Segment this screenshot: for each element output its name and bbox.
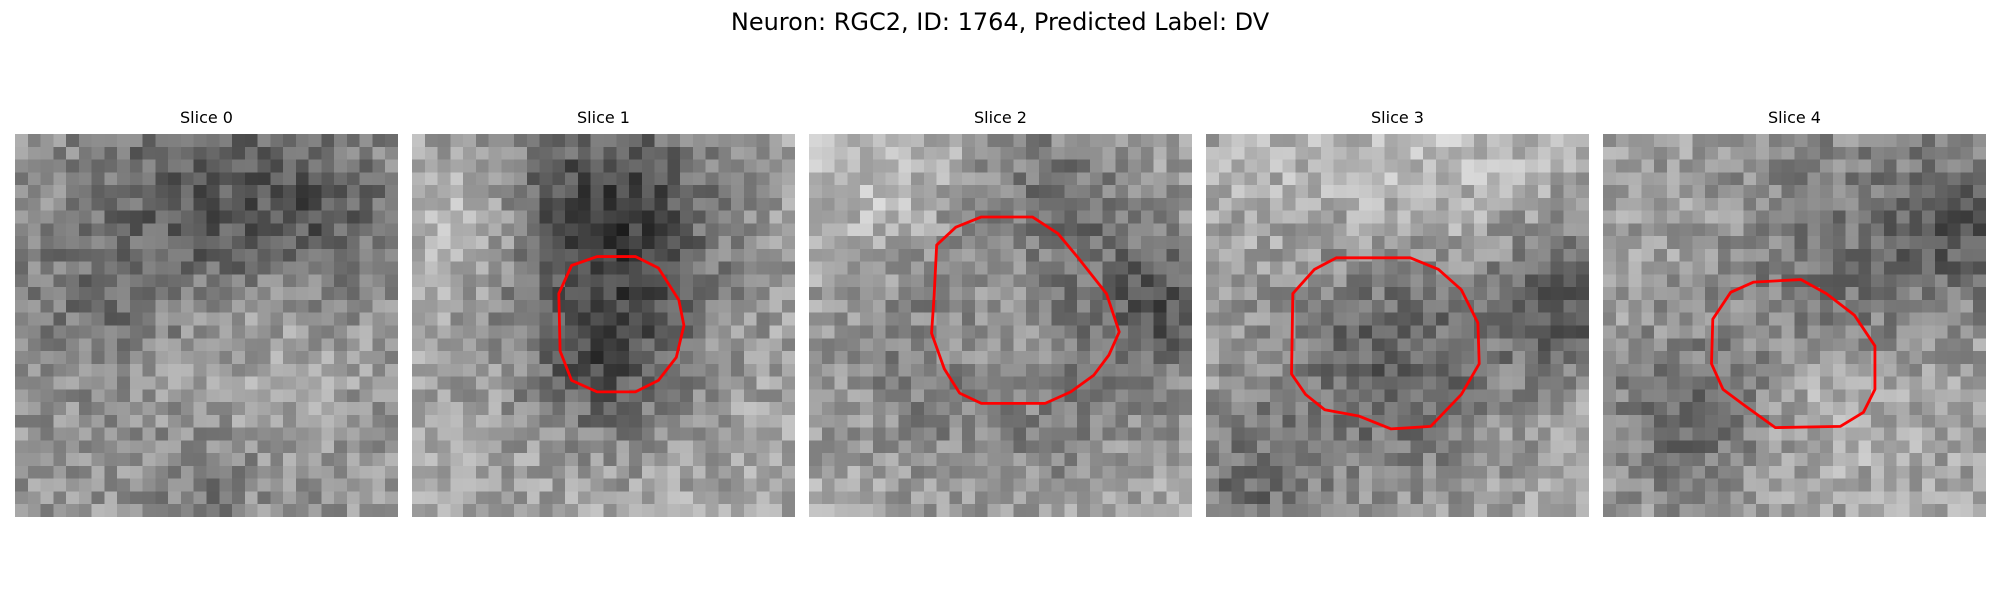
- roi-contour-4: [1710, 278, 1877, 430]
- slice-image-1: [412, 134, 795, 517]
- slice-title-3: Slice 3: [1371, 108, 1424, 127]
- figure-title: Neuron: RGC2, ID: 1764, Predicted Label:…: [730, 8, 1270, 36]
- roi-contour-2: [930, 215, 1121, 405]
- slice-panel-4: Slice 4: [1603, 108, 1986, 517]
- slice-title-1: Slice 1: [577, 108, 630, 127]
- roi-contour-1: [557, 255, 686, 394]
- slice-title-0: Slice 0: [180, 108, 233, 127]
- slice-panel-3: Slice 3: [1206, 108, 1589, 517]
- slice-image-2: [809, 134, 1192, 517]
- slice-image-4: [1603, 134, 1986, 517]
- slice-image-3: [1206, 134, 1589, 517]
- roi-contour-3: [1290, 256, 1481, 431]
- slice-image-0: [15, 134, 398, 517]
- slice-panel-1: Slice 1: [412, 108, 795, 517]
- slice-panel-2: Slice 2: [809, 108, 1192, 517]
- slice-title-2: Slice 2: [974, 108, 1027, 127]
- slice-panel-0: Slice 0: [15, 108, 398, 517]
- slice-title-4: Slice 4: [1768, 108, 1821, 127]
